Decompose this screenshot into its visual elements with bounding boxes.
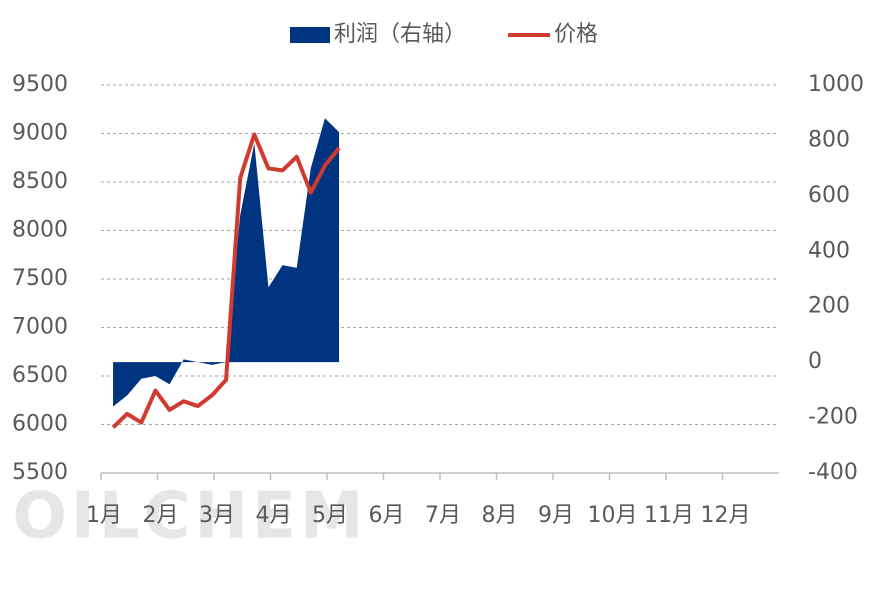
- x-tick-label: 3月: [199, 503, 235, 528]
- y-tick-label: 7500: [12, 266, 68, 291]
- y-tick-label: 6500: [12, 363, 68, 388]
- x-tick-label: 10月: [588, 503, 638, 528]
- y-tick-label: 9000: [12, 121, 68, 146]
- y2-tick-label: -200: [808, 405, 858, 430]
- y2-tick-label: 600: [808, 183, 850, 208]
- x-tick-label: 9月: [538, 503, 574, 528]
- y-tick-label: 7000: [12, 315, 68, 340]
- x-tick-label: 2月: [143, 503, 179, 528]
- x-tick-label: 7月: [425, 503, 461, 528]
- y-tick-label: 5500: [12, 460, 68, 485]
- x-tick-label: 5月: [312, 503, 348, 528]
- y2-tick-label: 1000: [808, 72, 864, 97]
- y-tick-label: 9500: [12, 72, 68, 97]
- y-tick-label: 8000: [12, 218, 68, 243]
- y2-tick-label: 800: [808, 127, 850, 152]
- y2-tick-label: -400: [808, 460, 858, 485]
- x-tick-label: 8月: [482, 503, 518, 528]
- x-tick-label: 6月: [369, 503, 405, 528]
- watermark: OILCHEM: [13, 480, 368, 554]
- x-tick-label: 12月: [701, 503, 751, 528]
- x-tick-label: 4月: [256, 503, 292, 528]
- legend-swatch: [290, 27, 330, 43]
- y2-tick-label: 0: [808, 349, 822, 374]
- legend-label: 利润（右轴）: [334, 22, 466, 47]
- area: [113, 118, 340, 407]
- y2-tick-label: 400: [808, 238, 850, 263]
- legend-label: 价格: [554, 22, 598, 47]
- y-tick-label: 6000: [12, 412, 68, 437]
- x-tick-label: 11月: [644, 503, 694, 528]
- y2-tick-label: 200: [808, 294, 850, 319]
- line: [111, 132, 341, 429]
- y-tick-label: 8500: [12, 169, 68, 194]
- x-tick-label: 1月: [86, 503, 122, 528]
